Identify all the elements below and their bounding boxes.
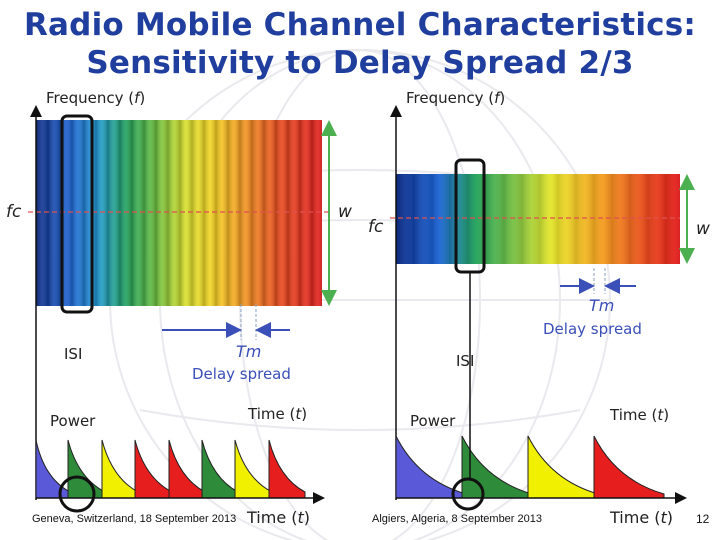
left-footer: Geneva, Switzerland, 18 September 2013 — [32, 513, 237, 525]
right-power-pulses — [395, 435, 665, 499]
right-footer: Algiers, Algeria, 8 September 2013 — [372, 513, 542, 525]
left-isi-label: ISI — [64, 345, 83, 363]
right-power-label: Power — [410, 412, 456, 430]
left-power-pulses — [35, 439, 306, 499]
right-w-label: w — [696, 219, 710, 239]
left-isi-circle — [58, 475, 96, 513]
left-power-label: Power — [50, 412, 96, 430]
right-time-bottom-label: Time (t) — [610, 508, 674, 527]
right-frequency-label: Frequency (f) — [406, 89, 506, 107]
left-tm-label: Tm — [236, 342, 262, 361]
left-delay-spread-label: Delay spread — [192, 365, 291, 383]
left-w-label: w — [338, 202, 352, 222]
right-time-label: Time (t) — [610, 406, 670, 424]
slide-title-line2: Sensitivity to Delay Spread 2/3 — [86, 45, 634, 81]
left-frequency-label: Frequency (f) — [46, 89, 146, 107]
slide-title-line1: Radio Mobile Channel Characteristics: — [23, 7, 697, 43]
left-fc-label: fc — [6, 202, 22, 222]
page-number: 12 — [696, 512, 710, 526]
right-delay-spread-label: Delay spread — [543, 320, 642, 338]
right-tm-label: Tm — [589, 296, 615, 315]
right-isi-label: ISI — [456, 352, 475, 370]
right-fc-label: fc — [368, 217, 384, 237]
left-selection-box — [60, 114, 94, 314]
left-time-label: Time (t) — [248, 405, 308, 423]
right-isi-circle — [451, 477, 485, 511]
left-time-bottom-label: Time (t) — [247, 508, 311, 527]
